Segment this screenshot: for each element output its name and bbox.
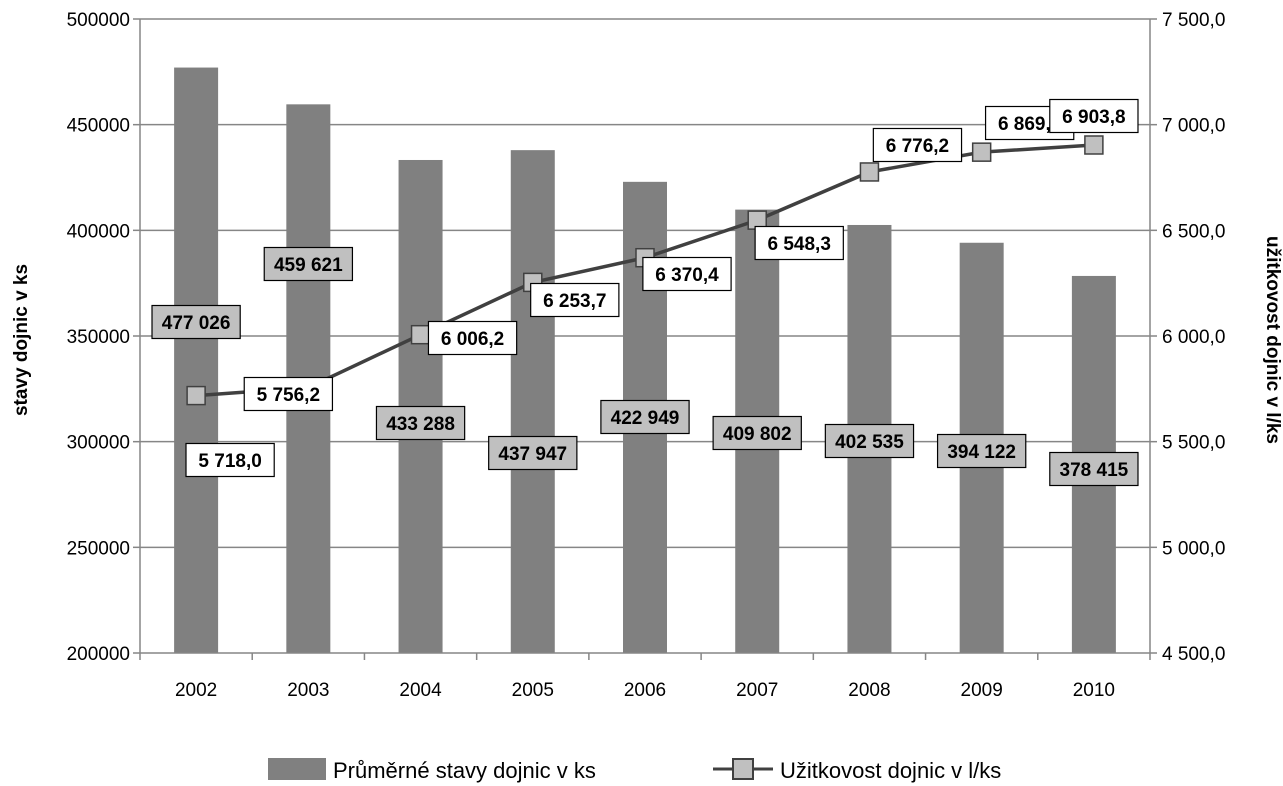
bar-data-label-box xyxy=(151,304,241,340)
line-data-label: 6 776,2 xyxy=(886,136,949,157)
bar-data-label: 409 802 xyxy=(723,424,792,445)
x-tick-label: 2007 xyxy=(736,680,778,701)
line-data-label-box xyxy=(185,442,275,478)
line-data-label: 6 869,9 xyxy=(998,114,1061,135)
line-data-label-box xyxy=(872,127,963,163)
bar-data-label-box xyxy=(488,435,578,471)
y-tick-label: 400000 xyxy=(67,221,130,242)
bar-data-label: 422 949 xyxy=(611,408,680,429)
y2-tick-label: 5 500,0 xyxy=(1162,433,1225,454)
bar-data-label: 402 535 xyxy=(835,432,904,453)
legend-line-marker xyxy=(732,758,754,780)
legend-bar-swatch xyxy=(268,758,326,780)
x-tick-label: 2004 xyxy=(399,680,442,701)
bar xyxy=(174,67,219,654)
bar-data-label: 394 122 xyxy=(947,442,1016,463)
y-tick-label: 500000 xyxy=(67,10,130,31)
legend-line-label: Užitkovost dojnic v l/ks xyxy=(780,758,1001,783)
line-data-label-box xyxy=(754,225,844,261)
bar-data-label-box xyxy=(375,405,466,441)
line-point xyxy=(186,385,206,406)
y-tick-label: 250000 xyxy=(67,538,130,559)
line-data-label-box xyxy=(642,256,732,292)
y2-tick-label: 6 000,0 xyxy=(1162,327,1225,348)
y-tick-label: 200000 xyxy=(67,644,130,665)
legend: Průměrné stavy dojnic v ks Užitkovost do… xyxy=(268,758,1001,783)
line-data-label: 6 370,4 xyxy=(655,265,719,286)
line-data-label: 5 756,2 xyxy=(257,385,320,406)
line-data-label-box xyxy=(427,320,518,356)
bar-data-label: 437 947 xyxy=(498,444,567,465)
line-data-label: 5 718,0 xyxy=(198,451,261,472)
line-data-label: 6 253,7 xyxy=(543,291,606,312)
y-tick-label: 350000 xyxy=(67,327,130,348)
bar-data-label-box xyxy=(600,399,690,435)
axes: 200000 4 500,0 250000 5 000,0 300000 5 500,0 3… xyxy=(67,10,1226,701)
y2-tick-label: 4 500,0 xyxy=(1162,644,1225,665)
y-tick-label: 300000 xyxy=(67,433,130,454)
x-tick-label: 2009 xyxy=(961,680,1003,701)
line-point xyxy=(971,142,992,162)
bar-data-label-box xyxy=(824,423,915,459)
legend-bar-label: Průměrné stavy dojnic v ks xyxy=(333,758,596,783)
line-point xyxy=(1084,135,1104,155)
bar-data-label: 459 621 xyxy=(274,255,343,276)
axis-titles: stavy dojnic v ks užitkovost dojnic v l/… xyxy=(11,236,1283,444)
bar-data-label: 433 288 xyxy=(386,414,455,435)
x-tick-label: 2005 xyxy=(512,680,554,701)
x-tick-label: 2010 xyxy=(1073,680,1115,701)
line-data-label-box xyxy=(243,376,334,412)
x-tick-label: 2002 xyxy=(175,680,217,701)
x-tick-label: 2003 xyxy=(287,680,329,701)
bar-data-label-box xyxy=(936,433,1027,469)
x-tick-label: 2008 xyxy=(848,680,890,701)
y2-tick-label: 7 000,0 xyxy=(1162,116,1225,137)
right-axis-title: užitkovost dojnic v l/ks xyxy=(1262,236,1283,444)
bar-data-label-box xyxy=(1049,451,1139,487)
left-axis-title: stavy dojnic v ks xyxy=(11,264,32,416)
y2-tick-label: 7 500,0 xyxy=(1162,10,1225,31)
line-data-label: 6 548,3 xyxy=(768,234,831,255)
line-data-label-box xyxy=(530,282,620,318)
bar-data-label: 378 415 xyxy=(1060,460,1129,481)
y2-tick-label: 5 000,0 xyxy=(1162,538,1225,559)
line-point xyxy=(859,162,880,182)
line-data-label-box xyxy=(1049,98,1139,134)
data-labels: 477 026 459 621 433 288 437 947 422 949 409 8… xyxy=(151,98,1139,487)
bar-data-label-box xyxy=(263,246,354,282)
line-point xyxy=(410,324,431,345)
y2-tick-label: 6 500,0 xyxy=(1162,221,1225,242)
bar xyxy=(510,150,555,653)
line-data-label: 6 006,2 xyxy=(441,329,504,350)
bar-data-label: 477 026 xyxy=(162,313,231,334)
x-tick-label: 2006 xyxy=(624,680,666,701)
line-data-label: 6 903,8 xyxy=(1062,107,1125,128)
bar-data-label-box xyxy=(712,415,802,451)
y-tick-label: 450000 xyxy=(67,116,130,137)
